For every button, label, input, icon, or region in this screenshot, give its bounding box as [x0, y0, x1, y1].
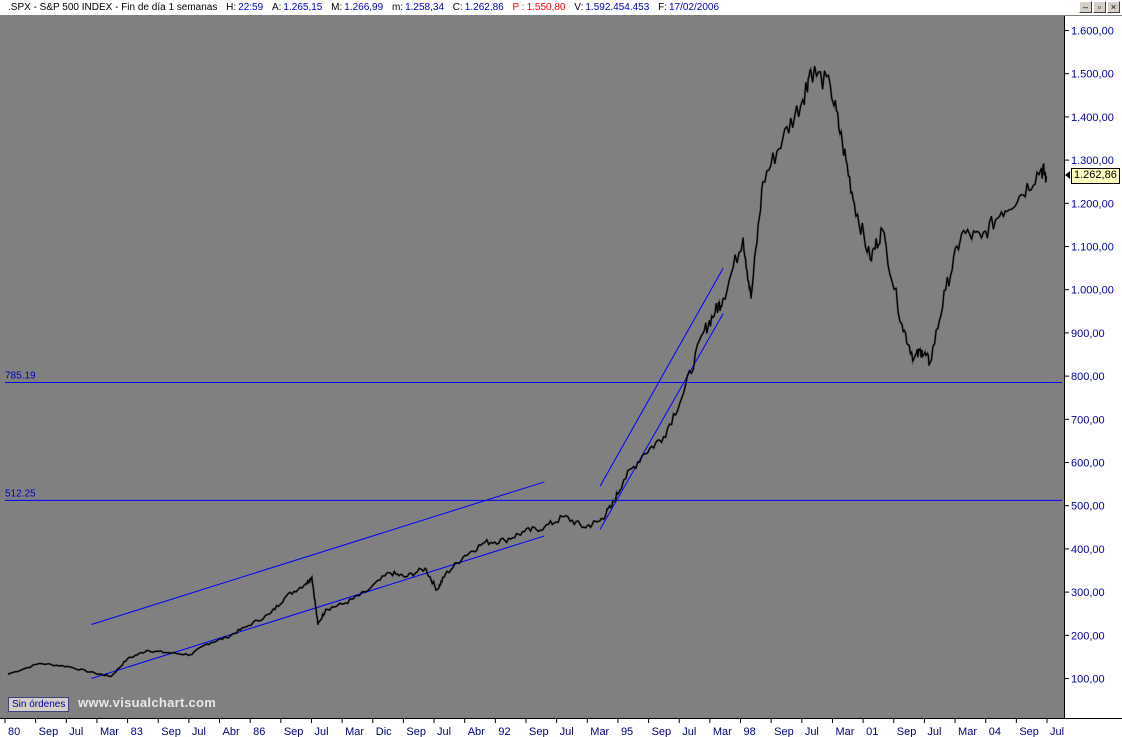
y-tick-label: 400,00 — [1071, 544, 1105, 556]
restore-button[interactable]: ▫ — [1093, 1, 1106, 13]
low-label: m: — [391, 2, 404, 13]
x-tick-label: Sep — [774, 726, 794, 737]
x-tick-label: Dic — [376, 726, 392, 737]
orders-button[interactable]: Sin órdenes — [8, 697, 70, 712]
chart-header: .SPX - S&P 500 INDEX - Fin de día 1 sema… — [0, 0, 1122, 16]
price-series-layer — [7, 65, 1048, 678]
trendline — [599, 313, 724, 530]
x-tick-label: Mar — [345, 726, 364, 737]
last-price-marker-icon — [1065, 171, 1070, 179]
x-tick-label: 98 — [744, 726, 756, 737]
y-tick-label: 900,00 — [1071, 328, 1105, 340]
x-tick-label: Sep — [1019, 726, 1039, 737]
y-tick-label: 1.300,00 — [1071, 155, 1114, 167]
date-label: F: — [658, 2, 667, 13]
level-label: 512.25 — [5, 488, 36, 499]
close-value: 1.262,86 — [464, 2, 504, 13]
x-tick-label: Mar — [835, 726, 854, 737]
horizontal-levels-layer: 785.19 512.25 — [5, 370, 1062, 501]
x-tick-label: Jul — [560, 726, 574, 737]
x-tick-label: Sep — [897, 726, 917, 737]
x-tick-label: Jul — [927, 726, 941, 737]
p-label: P : — [512, 2, 525, 13]
date-value: 17/02/2006 — [668, 2, 720, 13]
x-tick-label: 95 — [621, 726, 633, 737]
volume-label: V: — [574, 2, 584, 13]
last-price-label: 1.262,86 — [1071, 168, 1120, 184]
y-tick-label: 1.000,00 — [1071, 285, 1114, 297]
x-tick-label: 04 — [989, 726, 1001, 737]
y-tick-label: 1.400,00 — [1071, 112, 1114, 124]
x-tick-label: 86 — [253, 726, 265, 737]
x-tick-label: 83 — [131, 726, 143, 737]
plot-area[interactable] — [0, 16, 1064, 718]
level-label: 785.19 — [5, 370, 36, 381]
y-axis-panel[interactable] — [1064, 16, 1122, 718]
high-label: M: — [331, 2, 343, 13]
price-line — [7, 65, 1047, 678]
p-value: 1.550,80 — [526, 2, 566, 13]
volume-value: 1.592.454.453 — [585, 2, 650, 13]
y-tick-label: 1.500,00 — [1071, 69, 1114, 81]
x-tick-label: Sep — [406, 726, 426, 737]
watermark-logo: www.visualchart.com — [78, 695, 217, 710]
symbol-title: .SPX - S&P 500 INDEX - Fin de día 1 sema… — [8, 2, 218, 13]
x-tick-label: Mar — [958, 726, 977, 737]
x-tick-label: 92 — [498, 726, 510, 737]
x-tick-label: Sep — [652, 726, 672, 737]
x-tick-label: Jul — [805, 726, 819, 737]
high-value: 1.266,99 — [344, 2, 384, 13]
open-value: 1.265,15 — [283, 2, 323, 13]
time-label: H: — [226, 2, 237, 13]
x-tick-label: Sep — [529, 726, 549, 737]
y-tick-label: 800,00 — [1071, 371, 1105, 383]
x-tick-label: Sep — [161, 726, 181, 737]
y-tick-label: 100,00 — [1071, 674, 1105, 686]
x-tick-label: Sep — [39, 726, 59, 737]
trendline — [599, 267, 724, 487]
x-tick-label: Jul — [314, 726, 328, 737]
x-tick-label: Mar — [590, 726, 609, 737]
y-ticks-layer: 100,00 200,00 300,00 400,00 500,00 600,00 700,… — [1064, 26, 1114, 686]
close-button[interactable]: × — [1107, 1, 1120, 13]
y-tick-label: 300,00 — [1071, 587, 1105, 599]
x-tick-label: 80 — [8, 726, 20, 737]
trendlines-layer — [91, 267, 724, 679]
y-tick-label: 1.200,00 — [1071, 198, 1114, 210]
x-tick-label: Abr — [223, 726, 240, 737]
x-tick-label: Abr — [468, 726, 485, 737]
close-label: C: — [452, 2, 463, 13]
window-controls: – ▫ × — [1079, 1, 1120, 13]
x-tick-label: Jul — [1050, 726, 1064, 737]
low-value: 1.258,34 — [405, 2, 445, 13]
trendline — [91, 481, 545, 625]
x-tick-label: Jul — [682, 726, 696, 737]
x-tick-label: Sep — [284, 726, 304, 737]
price-line-shadow — [7, 65, 1048, 678]
y-tick-label: 700,00 — [1071, 414, 1105, 426]
y-tick-label: 600,00 — [1071, 458, 1105, 470]
x-tick-label: Mar — [713, 726, 732, 737]
trendline — [91, 535, 545, 679]
y-tick-label: 1.600,00 — [1071, 26, 1114, 38]
y-tick-label: 500,00 — [1071, 501, 1105, 513]
x-tick-label: Jul — [437, 726, 451, 737]
x-ticks-layer: 80 Sep Jul Mar 83 Sep Jul Abr 86 Sep Jul Mar Dic Sep J… — [4, 718, 1064, 737]
time-value: 22:59 — [238, 2, 264, 13]
x-tick-label: Mar — [100, 726, 119, 737]
open-label: A: — [271, 2, 282, 13]
x-tick-label: Jul — [69, 726, 83, 737]
y-tick-label: 1.100,00 — [1071, 242, 1114, 254]
minimize-button[interactable]: – — [1079, 1, 1092, 13]
x-tick-label: 01 — [866, 726, 878, 737]
x-tick-label: Jul — [192, 726, 206, 737]
y-tick-label: 200,00 — [1071, 630, 1105, 642]
